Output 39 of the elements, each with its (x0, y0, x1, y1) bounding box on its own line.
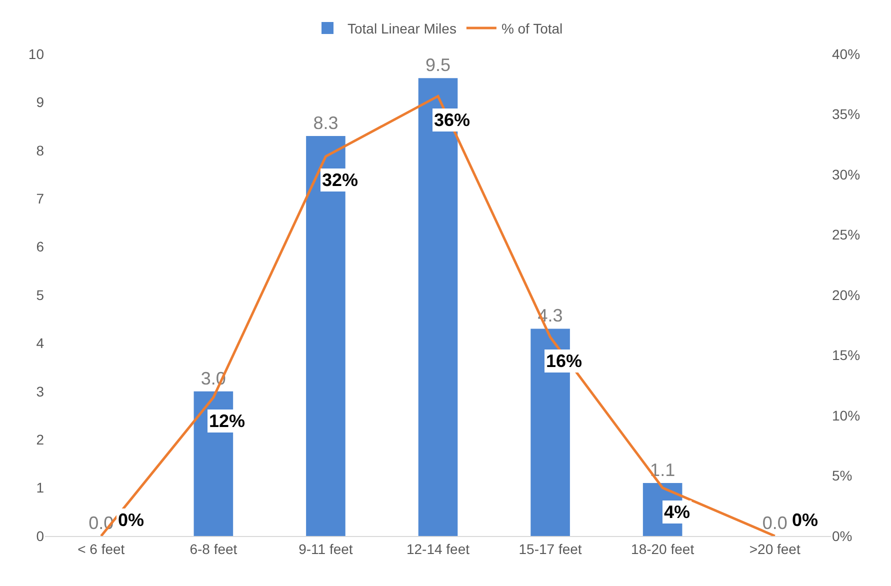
data-label: 9.5 (425, 55, 451, 76)
y-tick-label: 6 (36, 238, 44, 255)
y2-tick-label: 30% (832, 166, 860, 182)
y2-tick-label: 5% (832, 468, 852, 484)
x-tick-label: 15-17 feet (518, 540, 582, 557)
y2-tick-label: 20% (832, 286, 860, 303)
data-label: 12% (209, 411, 246, 431)
y2-tick-label: 15% (832, 347, 860, 364)
y-tick-label: 2 (36, 432, 44, 448)
y2-tick-label: 0% (832, 528, 852, 544)
y-tick-label: 0 (36, 528, 44, 544)
y-tick-label: 4 (36, 335, 44, 352)
data-label: 0.0 (762, 513, 788, 533)
y2-tick-label: 25% (832, 226, 860, 243)
y2-tick-label: 10% (832, 407, 860, 424)
y-tick-label: 10 (28, 46, 44, 62)
y-tick-label: 1 (36, 480, 44, 496)
y-tick-label: 5 (36, 286, 44, 303)
data-label: 36% (434, 110, 470, 130)
data-label: 32% (322, 170, 358, 190)
y-tick-label: 9 (36, 94, 44, 110)
x-tick-label: < 6 feet (78, 540, 125, 557)
x-tick-label: 6-8 feet (190, 540, 238, 557)
y-tick-label: 3 (36, 383, 44, 400)
data-label: 0% (792, 510, 818, 530)
y2-tick-label: 40% (832, 46, 860, 62)
data-label: 16% (546, 351, 582, 371)
data-label: 8.3 (313, 112, 338, 133)
y2-tick-label: 35% (832, 106, 860, 122)
legend-label: % of Total (501, 20, 563, 36)
x-tick-label: 9-11 feet (298, 540, 353, 557)
y-tick-label: 8 (36, 142, 44, 158)
data-label: 0% (118, 510, 144, 530)
y-tick-label: 7 (36, 190, 44, 206)
legend-label: Total Linear Miles (348, 20, 456, 36)
data-label: 4% (664, 502, 690, 522)
x-tick-label: >20 feet (749, 540, 800, 557)
x-tick-label: 18-20 feet (631, 540, 694, 557)
x-tick-label: 12-14 feet (406, 540, 470, 557)
